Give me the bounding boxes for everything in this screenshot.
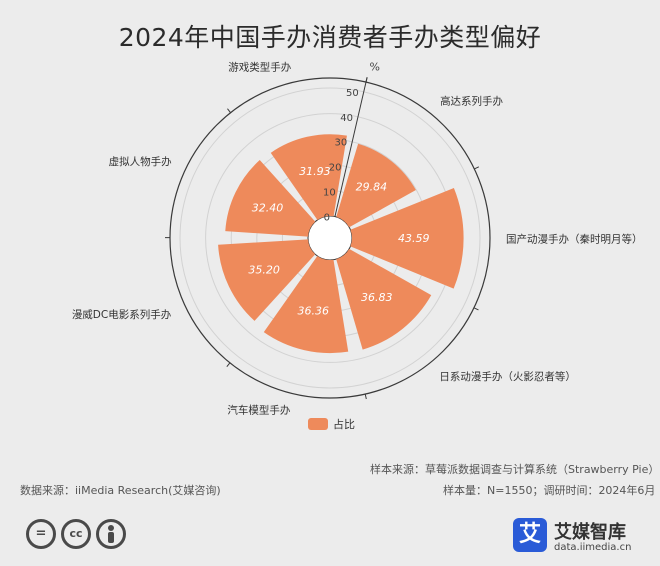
data-label: 35.20 [248,264,280,277]
bar-sector [350,188,464,289]
outer-tick [364,393,367,400]
data-label: 36.36 [297,305,329,318]
radial-axis [334,77,368,217]
equals-icon: = [26,519,56,549]
radial-tick-label: 40 [340,113,353,124]
radial-tick-label: 0 [324,213,330,224]
legend-swatch [308,418,328,430]
category-label: 日系动漫手办（火影忍者等） [439,370,575,383]
radial-tick-label: 10 [323,188,336,199]
category-label: 国产动漫手办（秦时明月等） [506,232,643,245]
data-label: 32.40 [252,202,284,215]
radial-tick-label: 20 [329,163,342,174]
bar-sector [263,255,349,354]
sample-info: 样本量：N=1550；调研时间：2024年6月 [443,484,656,497]
outer-tick [227,108,231,113]
data-label: 31.93 [299,165,331,178]
category-label: 高达系列手办 [440,95,503,108]
data-label: 29.84 [356,180,388,193]
bar-sector [270,134,347,220]
data-label: 36.83 [361,291,393,304]
radial-unit-label: % [369,60,379,73]
outer-tick [473,307,479,311]
outer-tick [226,362,231,368]
person-icon [96,519,126,549]
radial-tick-label: 30 [334,138,347,149]
bar-sector [225,160,316,237]
bar-sector [336,143,416,228]
outer-tick [474,166,480,170]
bar-sector [336,248,432,350]
polar-bar-chart: 29.84 高达系列手办 43.59 国产动漫手办（秦时明月等） 36.83 日系动漫手办… [72,60,643,431]
category-label: 虚拟人物手办 [109,155,172,168]
grid-ring [179,87,481,389]
inner-hole [307,215,353,261]
data-source: 数据来源：iiMedia Research(艾媒咨询) [20,484,221,497]
data-label: 43.59 [398,232,430,245]
radial-tick-label: 50 [346,88,359,99]
brand-name: 艾媒智库 [554,522,626,543]
outer-ring [169,77,491,399]
brand-logo: 艾 [513,518,547,552]
category-label: 游戏类型手办 [228,60,291,73]
category-label: 汽车模型手办 [227,403,290,416]
bar-sector [218,239,316,321]
brand-url: data.iimedia.cn [554,542,632,553]
category-label: 漫威DC电影系列手办 [72,308,172,321]
sample-source: 样本来源：草莓派数据调查与计算系统（Strawberry Pie） [370,463,660,476]
chart-title: 2024年中国手办消费者手办类型偏好 [118,23,542,52]
legend-label: 占比 [333,417,355,431]
cc-icon: cc [61,519,91,549]
